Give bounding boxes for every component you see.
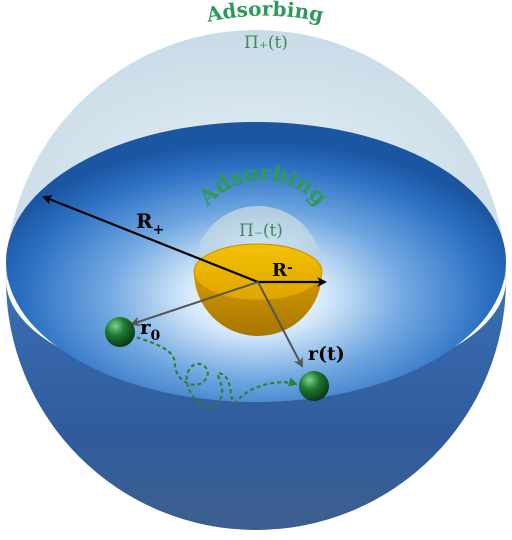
current-position-label: r(t) (308, 343, 345, 365)
outer-radius-label: R+ (136, 209, 164, 238)
current-position-arrow (257, 281, 303, 368)
inner-flux-label: Π₋(t) (239, 221, 283, 241)
outer-adsorbing-title: Adsorbing (203, 0, 325, 27)
outer-flux-label: Π₊(t) (244, 33, 288, 53)
particle-initial (105, 317, 135, 347)
inner-radius-label: R- (272, 260, 293, 281)
inner-core-top (193, 243, 323, 301)
initial-position-arrow (130, 281, 259, 327)
particle-trajectory (129, 333, 298, 408)
outer-radius-arrow (42, 195, 259, 284)
inner-core-side (194, 272, 322, 336)
outer-sphere-lower-hemisphere (6, 280, 506, 530)
initial-position-label: r0 (140, 315, 161, 344)
particle-current (299, 371, 329, 401)
